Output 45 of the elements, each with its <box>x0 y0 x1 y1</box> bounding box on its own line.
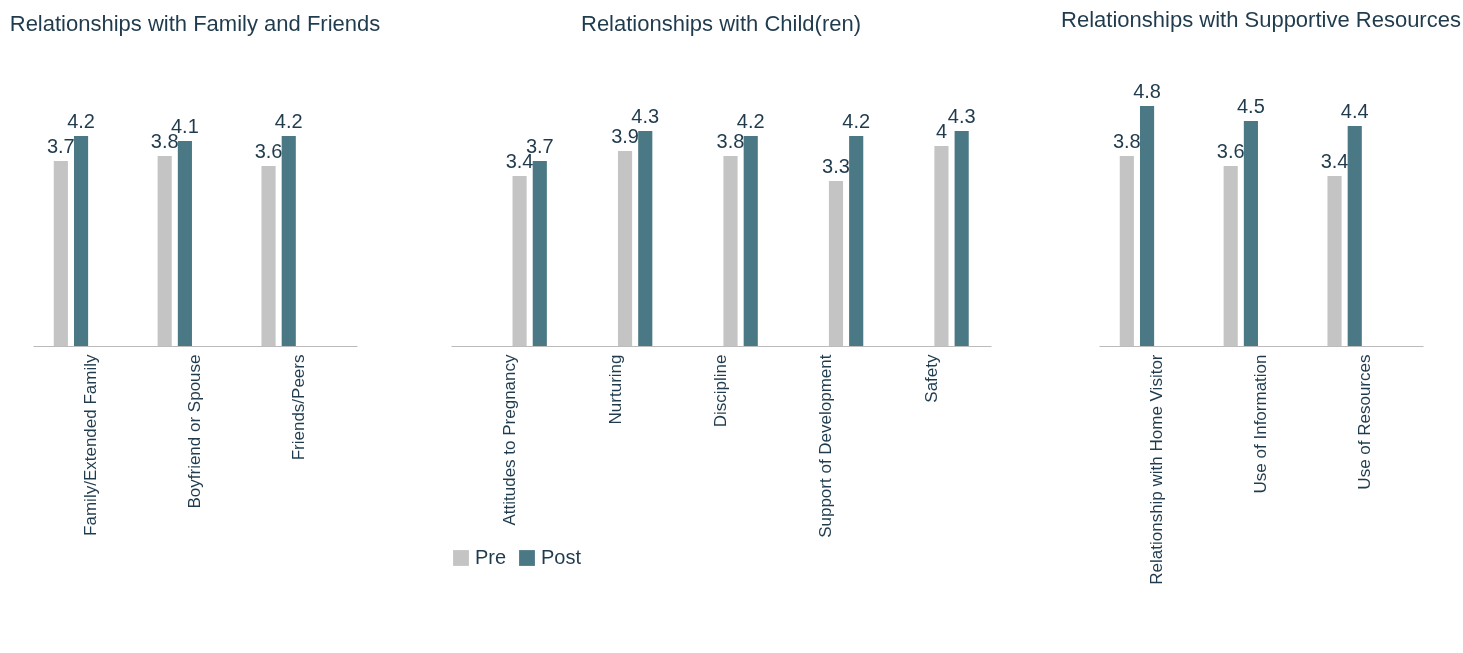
bar <box>1139 106 1155 346</box>
x-tick-label: Friends/Peers <box>288 354 308 461</box>
chart-title: Relationships with Supportive Resources <box>1061 7 1461 32</box>
data-label: 4.2 <box>67 110 95 132</box>
data-label: 4 <box>935 120 948 142</box>
data-label: 4.2 <box>842 110 871 132</box>
bar <box>73 136 89 346</box>
bar <box>177 141 192 346</box>
x-tick-label: Discipline <box>711 354 730 428</box>
data-label: 3.4 <box>1320 150 1349 172</box>
legend-label: Pre <box>475 546 507 568</box>
bar <box>743 136 758 346</box>
bar <box>849 136 864 346</box>
data-label: 4.4 <box>1340 100 1369 122</box>
bar <box>532 161 547 346</box>
data-label: 3.8 <box>716 130 745 152</box>
x-tick-label: Use of Information <box>1251 354 1270 494</box>
data-label: 3.3 <box>822 155 850 177</box>
chart-title: Relationships with Child(ren) <box>580 11 862 36</box>
data-label: 4.3 <box>631 105 660 127</box>
data-label: 3.9 <box>611 125 639 147</box>
data-label: 4.3 <box>947 105 976 127</box>
data-label: 4.5 <box>1236 95 1265 117</box>
x-tick-label: Relationship with Home Visitor <box>1147 354 1167 585</box>
x-tick-label: Use of Resources <box>1354 354 1374 490</box>
data-label: 3.8 <box>1112 130 1141 152</box>
x-tick-label: Support of Development <box>816 354 836 538</box>
data-label: 3.7 <box>46 135 75 157</box>
chart-title: Relationships with Family and Friends <box>9 11 381 36</box>
x-tick-label: Family/Extended Family <box>81 354 101 536</box>
data-label: 4.2 <box>736 110 765 132</box>
legend-label: Post <box>541 546 582 568</box>
bar <box>638 131 653 346</box>
x-tick-label: Safety <box>921 354 941 403</box>
data-label: 3.6 <box>1216 140 1245 162</box>
bar <box>954 131 969 346</box>
bar <box>1243 121 1258 346</box>
data-label: 4.2 <box>274 110 303 132</box>
x-tick-label: Nurturing <box>605 354 625 425</box>
data-label: 4.8 <box>1133 80 1161 102</box>
bar <box>281 136 296 346</box>
x-tick-label: Boyfriend or Spouse <box>185 354 204 509</box>
bar <box>1347 126 1362 346</box>
x-tick-label: Attitudes to Pregnancy <box>500 354 520 526</box>
data-label: 3.6 <box>254 140 283 162</box>
